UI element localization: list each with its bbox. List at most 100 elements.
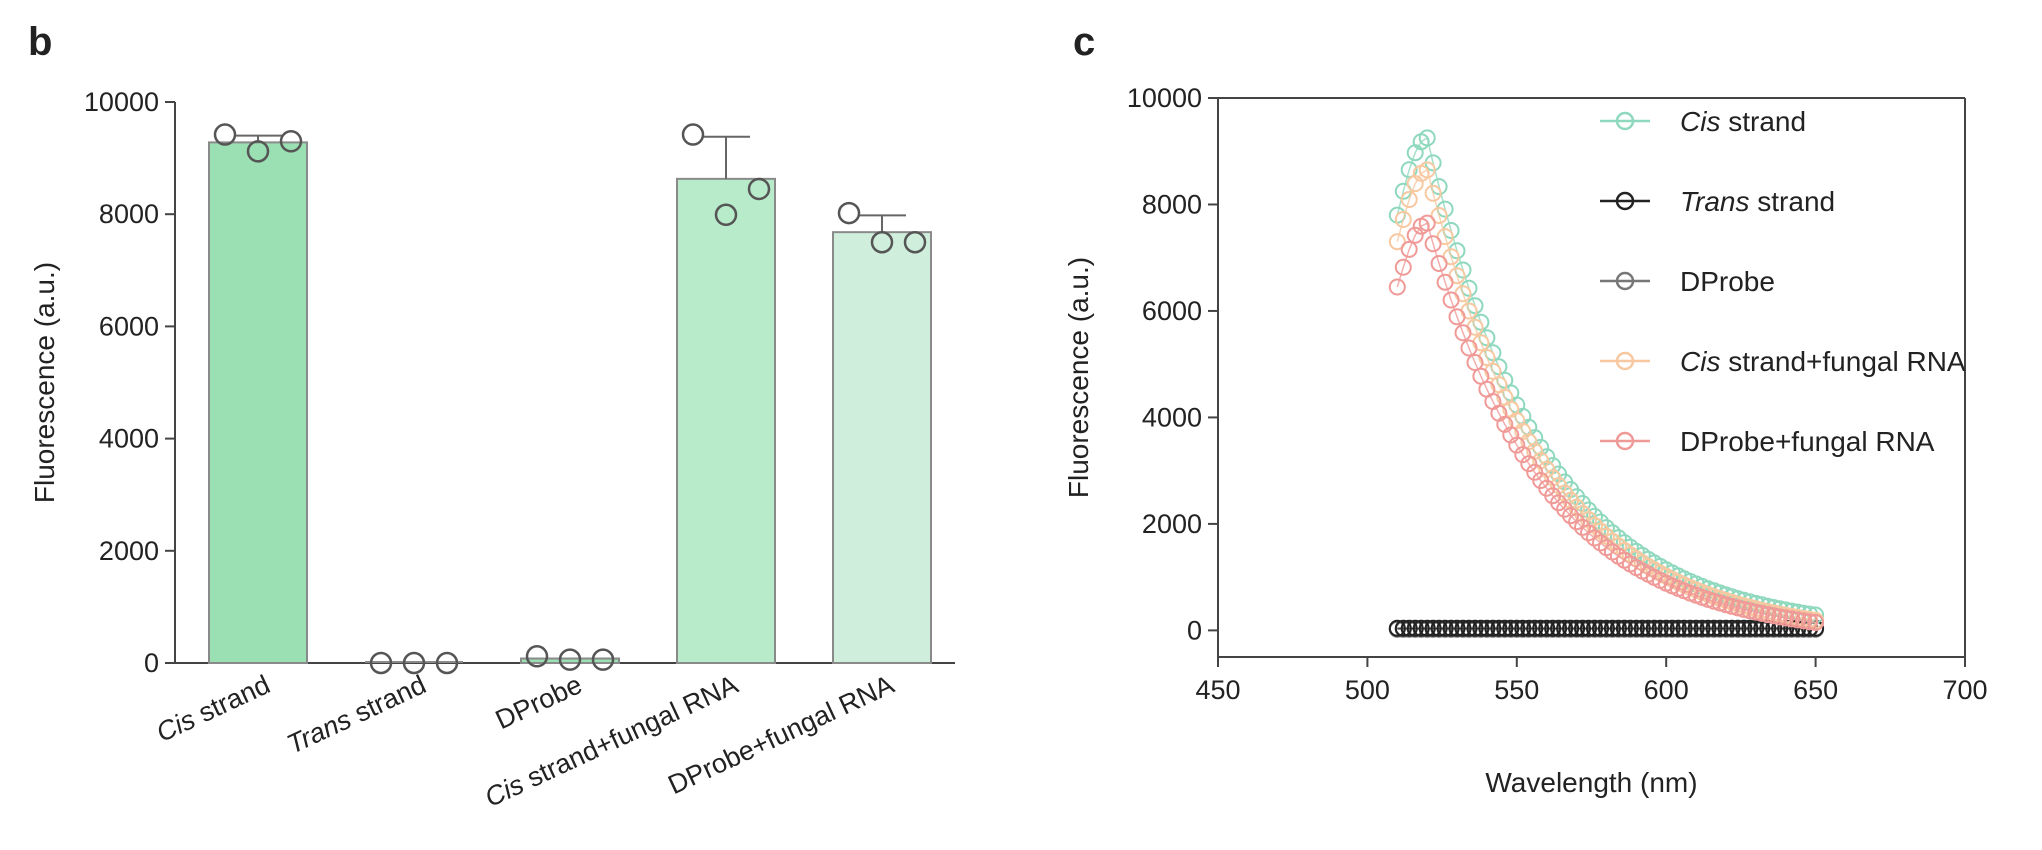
y-tick-label: 8000 xyxy=(1142,189,1202,219)
series-point xyxy=(1807,614,1825,631)
series-point xyxy=(1406,619,1424,637)
series-point xyxy=(1538,619,1556,637)
series-point xyxy=(1735,619,1753,637)
series-point xyxy=(1448,619,1466,637)
series-point xyxy=(1502,619,1520,637)
y-tick-label: 10000 xyxy=(84,87,159,117)
series-point xyxy=(1508,619,1526,637)
series-point xyxy=(1556,619,1574,637)
series-point xyxy=(1723,619,1741,637)
data-point xyxy=(591,648,615,671)
data-point xyxy=(213,123,237,146)
series-point xyxy=(1490,619,1508,637)
series-point xyxy=(1693,619,1711,637)
panel-c-letter: c xyxy=(1073,20,1095,64)
series-point xyxy=(1597,619,1615,637)
series-point xyxy=(1520,455,1538,473)
x-tick-label: Cis strand xyxy=(152,669,275,748)
series-point xyxy=(1765,607,1783,625)
series-point xyxy=(1687,619,1705,637)
data-point xyxy=(246,140,270,163)
series-point xyxy=(1400,161,1418,179)
series-point xyxy=(1580,619,1597,637)
x-tick-label: 700 xyxy=(1942,675,1987,705)
series-point xyxy=(1418,129,1436,147)
bar xyxy=(676,177,776,664)
legend-marker xyxy=(1615,431,1635,451)
series-point xyxy=(1418,161,1436,179)
x-tick-label: 500 xyxy=(1345,675,1390,705)
series-point xyxy=(1747,603,1765,621)
series-point xyxy=(1478,619,1496,637)
series-point xyxy=(1735,600,1753,618)
series-point xyxy=(1472,619,1490,637)
series-point xyxy=(1705,619,1723,637)
x-axis-title: Wavelength (nm) xyxy=(1485,767,1697,798)
series-point xyxy=(1639,619,1657,637)
series-point xyxy=(1580,524,1597,542)
series-point xyxy=(1621,619,1639,637)
series-point xyxy=(1496,619,1514,637)
series-point xyxy=(1574,518,1591,536)
legend-marker xyxy=(1615,191,1635,211)
x-tick-label: 550 xyxy=(1494,675,1539,705)
y-tick-label: 6000 xyxy=(1142,296,1202,326)
series-point xyxy=(1675,619,1693,637)
series-point xyxy=(1651,619,1669,637)
series-point xyxy=(1466,619,1484,637)
series-point xyxy=(1592,619,1609,637)
series-point xyxy=(1759,606,1777,624)
series-line xyxy=(1396,168,1816,622)
y-tick-label: 2000 xyxy=(1142,509,1202,539)
y-tick-label: 10000 xyxy=(1127,83,1202,113)
series-point xyxy=(1388,233,1406,251)
series-point xyxy=(1418,214,1436,232)
series-point xyxy=(1454,619,1472,637)
series-point xyxy=(1657,619,1675,637)
series-point xyxy=(1412,619,1430,637)
series-point xyxy=(1460,619,1478,637)
series-point xyxy=(1615,619,1633,637)
y-tick-label: 2000 xyxy=(99,536,159,566)
legend-marker xyxy=(1615,351,1635,371)
x-tick-label: Cis strand+fungal RNA xyxy=(480,669,742,813)
legend-label: Cis strand xyxy=(1680,106,1806,137)
series-point xyxy=(1645,619,1663,637)
series-point xyxy=(1430,255,1448,272)
data-point xyxy=(870,231,894,254)
x-tick-label: DProbe xyxy=(491,669,587,735)
legend-label: DProbe xyxy=(1680,266,1775,297)
series-point xyxy=(1448,308,1466,326)
series-point xyxy=(1681,619,1699,637)
series-point xyxy=(1633,619,1651,637)
series-point xyxy=(1514,446,1532,464)
series-point xyxy=(1717,619,1735,637)
legend-marker xyxy=(1615,271,1635,291)
y-axis-title: Fluorescence (a.u.) xyxy=(1063,257,1094,498)
series-point xyxy=(1394,258,1412,276)
legend-label: Cis strand+fungal RNA xyxy=(1680,346,1966,377)
y-tick-label: 4000 xyxy=(99,424,159,454)
bar xyxy=(832,231,932,664)
series-point xyxy=(1747,619,1765,637)
series-point xyxy=(1424,619,1442,637)
data-point xyxy=(369,651,393,675)
series-point xyxy=(1418,619,1436,637)
data-point xyxy=(435,651,459,675)
y-tick-label: 6000 xyxy=(99,311,159,341)
series-point xyxy=(1777,609,1795,627)
y-tick-label: 8000 xyxy=(99,199,159,229)
data-point xyxy=(837,201,861,225)
series-point xyxy=(1729,619,1747,637)
series-point xyxy=(1753,604,1771,622)
series-point xyxy=(1741,602,1759,620)
series-point xyxy=(1562,619,1580,637)
series-point xyxy=(1520,619,1538,637)
series-point xyxy=(1795,612,1813,630)
series-point xyxy=(1550,619,1568,637)
series-point xyxy=(1442,291,1460,309)
series-point xyxy=(1783,610,1801,628)
series-point xyxy=(1406,226,1424,244)
series-point xyxy=(1801,613,1819,631)
